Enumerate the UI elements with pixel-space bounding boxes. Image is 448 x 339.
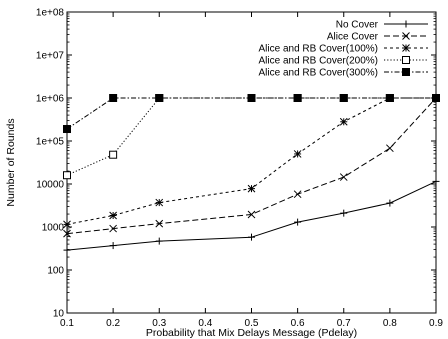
x-tick-label: 0.4 [198,318,212,329]
data-point [294,218,302,226]
legend-item: Alice and RB Cover(100%) [259,44,428,55]
series-3 [63,94,440,229]
y-axis-title: Number of Rounds [5,118,17,206]
data-point [293,94,302,102]
legend-item: Alice Cover [327,32,428,43]
series-line [66,97,436,130]
data-point [293,150,302,158]
data-point [340,209,348,217]
legend-item: Alice and RB Cover(200%) [259,56,428,67]
data-point [247,210,256,219]
data-point [63,125,71,134]
x-tick-label: 0.9 [429,318,443,329]
series-2 [63,94,440,238]
data-point [155,219,164,228]
x-tick-label: 0.6 [291,318,305,329]
legend-marker [402,32,410,40]
x-tick-label: 0.5 [245,318,259,329]
x-axis-title: Probability that Mix Delays Message (Pde… [146,327,357,339]
series-1 [63,177,440,254]
data-point [155,237,163,245]
series-line [66,97,436,225]
data-point [63,229,71,238]
y-tick-label: 1e+08 [36,8,65,19]
legend-marker [402,44,410,52]
series-line [66,180,437,251]
x-tick-label: 0.2 [106,318,120,329]
plot-frame [66,11,437,314]
data-point [339,94,348,102]
data-point [109,150,118,159]
data-point [109,94,118,102]
series-layer [63,94,440,254]
series-line [66,97,437,235]
legend-item: No Cover [336,20,428,31]
series-4 [63,94,440,180]
data-point [386,199,394,207]
legend-label: Alice Cover [327,32,379,43]
legend-marker [402,20,410,28]
plot-border [66,11,437,314]
x-tick-label: 0.3 [152,318,166,329]
y-tick-label: 10 [53,309,65,320]
data-point [109,211,117,220]
data-point [432,94,440,102]
y-tick-label: 10000 [36,180,64,191]
data-point [386,144,394,153]
y-tick-label: 1e+06 [36,94,65,105]
series-line [66,97,436,176]
data-point [109,242,117,250]
y-tick-label: 1e+07 [36,51,65,62]
legend-marker [402,56,410,64]
data-point [293,190,302,199]
data-point [155,94,164,102]
data-point [109,224,117,233]
data-point [385,94,394,102]
data-point [247,94,256,102]
data-point [155,198,164,207]
y-tick-label: 100 [47,266,64,277]
y-tick-label: 1e+05 [36,137,65,148]
x-tick-label: 0.8 [383,318,397,329]
legend-item: Alice and RB Cover(300%) [259,68,428,79]
data-point [63,246,71,254]
x-tick-label: 0.7 [337,318,351,329]
data-point [339,117,348,126]
series-5 [63,94,440,134]
data-point [63,220,71,229]
legend-label: Alice and RB Cover(100%) [259,44,379,55]
data-point [339,173,348,181]
x-tick-label: 0.1 [60,318,74,329]
data-point [432,177,440,185]
axis-ticks: 0.1 0.2 0.3 0.4 0.5 0.6 0.7 0.8 0.9 10 100 1000 1000… [36,8,443,330]
legend-label: Alice and RB Cover(300%) [259,68,379,79]
legend-label: No Cover [336,20,379,31]
legend-label: Alice and RB Cover(200%) [259,56,379,67]
y-tick-label: 1000 [42,223,65,234]
legend-marker [402,68,410,76]
data-point [247,184,256,193]
data-point [63,171,71,180]
data-point [248,233,255,241]
